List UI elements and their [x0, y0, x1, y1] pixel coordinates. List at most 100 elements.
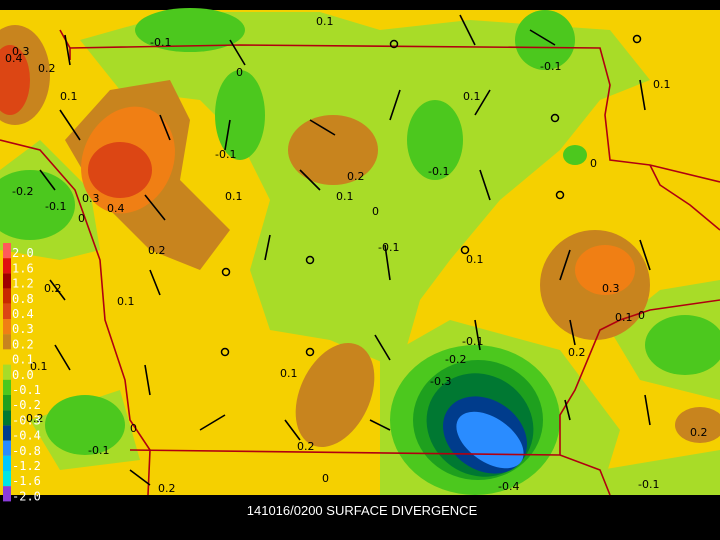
contour-label: 0.2 — [44, 282, 62, 295]
contour-label: -0.1 — [462, 335, 483, 348]
field-zero — [600, 450, 720, 495]
legend-swatch — [3, 455, 11, 471]
contour-label: 0.1 — [336, 190, 354, 203]
state-borders — [0, 29, 720, 496]
state-border — [0, 139, 151, 496]
contour-label: 0.1 — [117, 295, 135, 308]
wind-barbs — [39, 14, 651, 486]
contour-label: 0.2 — [690, 426, 708, 439]
legend-swatch — [3, 334, 11, 350]
legend-swatch — [3, 395, 11, 411]
legend-label: -1.2 — [12, 459, 41, 473]
legend-swatch — [3, 364, 11, 380]
field-pos — [288, 115, 378, 185]
legend-swatch — [3, 258, 11, 274]
legend-swatch — [3, 486, 11, 502]
legend-label: 0.3 — [12, 322, 34, 336]
contour-label: 0.1 — [60, 90, 78, 103]
legend-swatch — [3, 303, 11, 319]
contour-label: 0.1 — [280, 367, 298, 380]
contour-label: 0.2 — [148, 244, 166, 257]
contour-label: 0.3 — [12, 45, 30, 58]
contour-label: -0.1 — [378, 241, 399, 254]
contour-label: 0.1 — [30, 360, 48, 373]
legend-label: -1.6 — [12, 474, 41, 488]
contour-label: 0.1 — [653, 78, 671, 91]
legend-label: 0.4 — [12, 307, 34, 321]
contour-label: 0.1 — [615, 311, 633, 324]
field-neg — [45, 395, 125, 455]
legend-label: 2.0 — [12, 246, 34, 260]
contour-label: -0.1 — [638, 478, 659, 491]
calm-marks — [220, 34, 642, 357]
contour-label: 0 — [638, 309, 645, 322]
contour-label: -0.3 — [430, 375, 451, 388]
field-neg — [0, 170, 75, 240]
state-border — [129, 449, 611, 496]
legend-swatch — [3, 425, 11, 441]
contour-label: 0.2 — [347, 170, 365, 183]
contour-label: 0 — [236, 66, 243, 79]
legend-swatch — [3, 379, 11, 395]
divergence-field — [0, 8, 720, 495]
contour-label: 0.3 — [82, 192, 100, 205]
legend-swatch — [3, 471, 11, 487]
map-title: 141016/0200 SURFACE DIVERGENCE — [247, 503, 478, 518]
contour-label: -0.2 — [22, 412, 43, 425]
contour-label: -0.1 — [428, 165, 449, 178]
field-neg — [407, 100, 463, 180]
legend-swatch — [3, 243, 11, 259]
legend-label: 1.2 — [12, 277, 34, 291]
legend-label: 0.2 — [12, 337, 34, 351]
field-neg — [135, 8, 245, 52]
legend-label: 1.6 — [12, 261, 34, 275]
legend-label: 0.1 — [12, 353, 34, 367]
contour-label: 0.1 — [225, 190, 243, 203]
legend-swatch — [3, 319, 11, 335]
legend-label: -0.8 — [12, 444, 41, 458]
contour-label: 0 — [322, 472, 329, 485]
contour-label: 0.2 — [568, 346, 586, 359]
contour-label: -0.1 — [215, 148, 236, 161]
field-neg — [215, 70, 265, 160]
field-neg — [515, 10, 575, 70]
contour-label: 0.1 — [466, 253, 484, 266]
field-pos — [0, 45, 30, 115]
contour-label: -0.1 — [45, 200, 66, 213]
contour-label: 0.1 — [316, 15, 334, 28]
state-border — [559, 299, 720, 455]
legend-swatch — [3, 273, 11, 289]
wind-barb — [39, 14, 651, 486]
legend-label: -0.1 — [12, 383, 41, 397]
contour-label: 0.2 — [38, 62, 56, 75]
contour-label: 0 — [78, 212, 85, 225]
contour-label: 0.2 — [158, 482, 176, 495]
field-neg — [645, 315, 720, 375]
field-pos — [88, 142, 152, 198]
contour-label: -0.2 — [445, 353, 466, 366]
contour-label: -0.1 — [150, 36, 171, 49]
legend: 2.01.61.20.80.40.30.20.10.0-0.1-0.2-0.3-… — [3, 243, 41, 503]
contour-label: -0.1 — [540, 60, 561, 73]
contour-label: -0.1 — [88, 444, 109, 457]
contour-label: -0.4 — [498, 480, 519, 493]
state-border — [649, 164, 720, 231]
state-border — [69, 44, 720, 183]
legend-label: 0.0 — [12, 368, 34, 382]
legend-label: -0.2 — [12, 398, 41, 412]
field-neg — [563, 145, 587, 165]
field-pos — [575, 245, 635, 295]
contour-label: 0.1 — [463, 90, 481, 103]
contour-label: -0.2 — [12, 185, 33, 198]
field-pos — [295, 343, 375, 447]
legend-swatch — [3, 410, 11, 426]
legend-label: 0.8 — [12, 292, 34, 306]
contour-label: 0 — [590, 157, 597, 170]
legend-label: -2.0 — [12, 489, 41, 503]
contour-labels: 0.3 0.4 0.2 0.1 -0.1 0 0.1 -0.1 0.1 0 0.… — [5, 15, 708, 495]
contour-label: 0 — [130, 422, 137, 435]
contour-label: 0.3 — [602, 282, 620, 295]
legend-label: -0.4 — [12, 429, 41, 443]
